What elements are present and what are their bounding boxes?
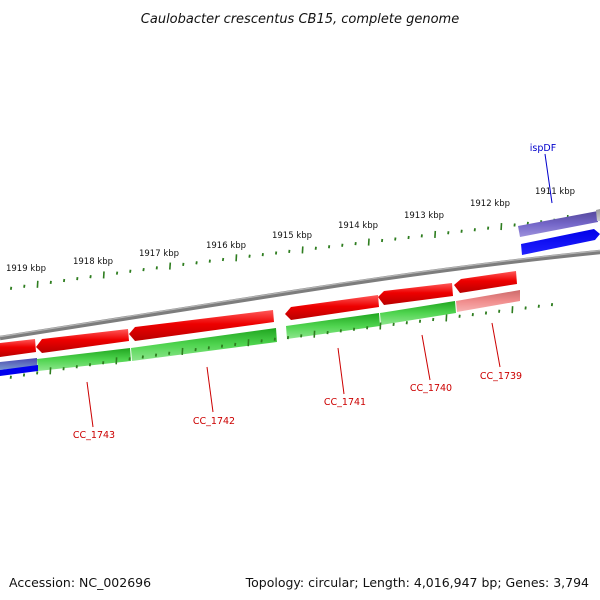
tick-label-1919: 1919 kbp <box>6 264 46 274</box>
callout-line-CC_1739 <box>491 322 501 368</box>
outer-tick-minor-17 <box>221 257 225 262</box>
genome-summary-text: Topology: circular; Length: 4,016,947 bp… <box>245 575 589 590</box>
outer-tick-minor-7 <box>89 275 92 279</box>
feature-CC_1743-green[interactable] <box>37 348 131 371</box>
red-cds-lane <box>0 271 517 357</box>
tick-label-1916: 1916 kbp <box>206 241 246 251</box>
cds-arrow-CC_1741-red[interactable] <box>285 295 379 320</box>
genome-backbone-highlight <box>0 250 600 338</box>
tick-label-1918: 1918 kbp <box>73 257 113 267</box>
cds-arrow-CC_1743-red[interactable] <box>36 329 129 353</box>
cds-arrow-CC_1739-red[interactable] <box>454 271 517 293</box>
outer-tick-minor-19 <box>248 254 251 258</box>
cds-arrow-left-edge-red[interactable] <box>0 339 36 357</box>
outer-tick-minor-15 <box>195 261 198 265</box>
outer-tick-minor-9 <box>115 271 119 275</box>
outer-tick-minor-11 <box>142 267 145 272</box>
feature-CC_1741-green[interactable] <box>286 313 380 339</box>
tick-label-1911: 1911 kbp <box>535 187 575 197</box>
gene-labels: ispDF CC_1739 CC_1740 CC_1741 CC_1742 CC… <box>73 143 556 441</box>
callout-line-CC_1743 <box>86 381 94 428</box>
inner-tick-ring <box>9 302 554 379</box>
callout-line-CC_1740 <box>421 334 431 381</box>
gene-label-CC_1739[interactable]: CC_1739 <box>480 371 522 382</box>
green-feature-lane <box>0 290 520 376</box>
tick-label-1912: 1912 kbp <box>470 199 510 209</box>
tick-label-1913: 1913 kbp <box>404 211 444 221</box>
gene-label-CC_1742[interactable]: CC_1742 <box>193 416 235 427</box>
feature-CC_1742-green[interactable] <box>131 328 277 361</box>
gene-label-CC_1743[interactable]: CC_1743 <box>73 430 115 441</box>
outer-tick-ring <box>9 213 596 290</box>
ispDF-rna-arrow[interactable] <box>521 229 600 255</box>
callout-line-CC_1742 <box>206 366 214 413</box>
outer-tick-minor-1 <box>9 286 13 290</box>
tick-label-1917: 1917 kbp <box>139 249 179 259</box>
outer-tick-major-13 <box>169 262 172 270</box>
ispDF-gene-arrow[interactable] <box>518 211 598 237</box>
gene-label-CC_1740[interactable]: CC_1740 <box>410 383 452 394</box>
gene-callout-lines <box>86 153 553 428</box>
tick-labels: 1911 kbp 1912 kbp 1913 kbp 1914 kbp 1915… <box>6 187 575 274</box>
accession-text: Accession: NC_002696 <box>9 575 151 590</box>
tick-label-1914: 1914 kbp <box>338 221 378 231</box>
map-title: Caulobacter crescentus CB15, complete ge… <box>141 12 459 27</box>
forward-gene-edge-right[interactable] <box>596 209 600 221</box>
forward-features <box>518 209 600 255</box>
tick-label-1915: 1915 kbp <box>272 231 312 241</box>
gene-label-ispDF[interactable]: ispDF <box>530 143 556 154</box>
gene-label-CC_1741[interactable]: CC_1741 <box>324 397 366 408</box>
cds-arrow-CC_1740-red[interactable] <box>378 283 453 305</box>
feature-left-edge-blue[interactable] <box>0 365 38 376</box>
callout-line-CC_1741 <box>337 347 345 395</box>
genome-backbone <box>0 249 600 341</box>
callout-line-ispDF <box>544 153 553 204</box>
feature-CC_1740-green[interactable] <box>380 301 456 325</box>
feature-CC_1739-pink[interactable] <box>456 290 520 312</box>
cds-arrow-CC_1742-red[interactable] <box>129 310 274 341</box>
